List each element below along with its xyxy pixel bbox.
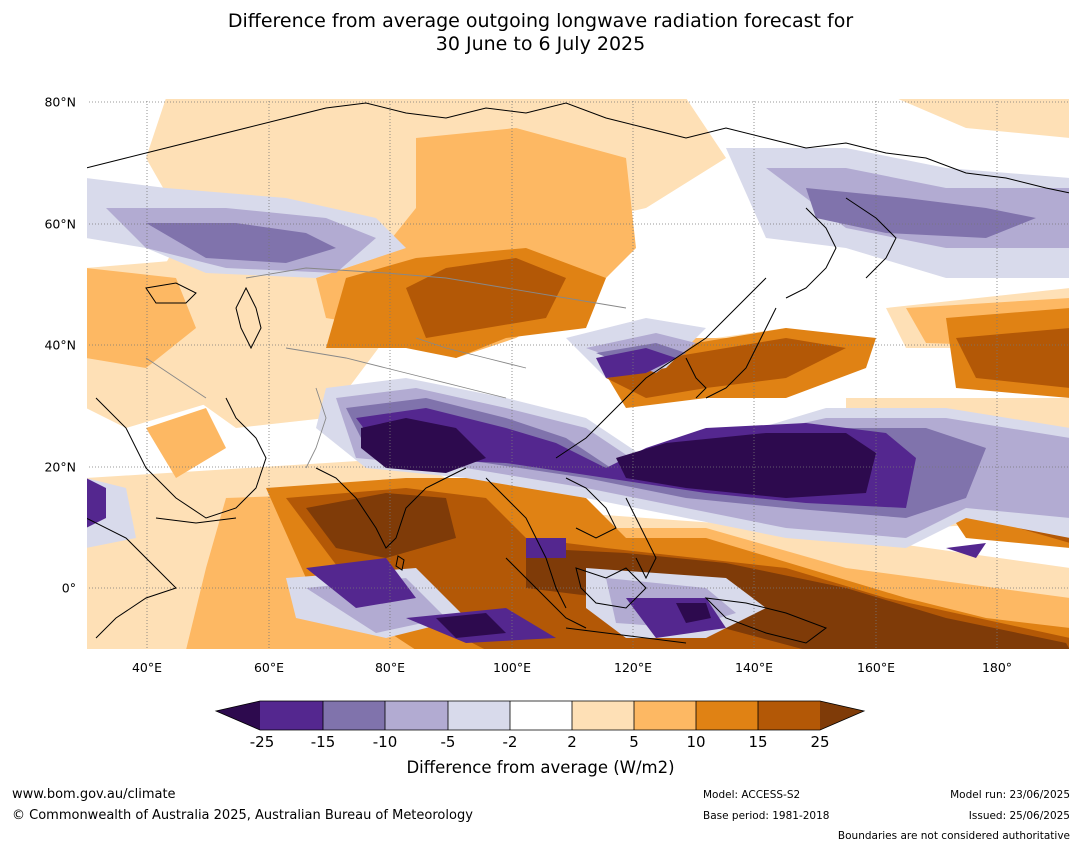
lon-label-180: 180° <box>981 660 1013 675</box>
colorbar <box>214 700 866 731</box>
colorbar-tick: -5 <box>440 733 456 751</box>
colorbar-arrow-low <box>216 701 260 730</box>
website-link[interactable]: www.bom.gov.au/climate <box>12 787 176 802</box>
title-line-1: Difference from average outgoing longwav… <box>227 10 854 32</box>
country-borders <box>145 267 627 469</box>
anomaly-field-deep-purple <box>361 418 876 638</box>
lat-label-0: 0° <box>61 580 76 596</box>
colorbar-tick: 2 <box>567 733 577 751</box>
copyright-text: © Commonwealth of Australia 2025, Austra… <box>12 808 473 823</box>
lon-label-160e: 160°E <box>856 660 896 675</box>
colorbar-tick: -2 <box>502 733 518 751</box>
lat-label-80n: 80°N <box>44 94 76 110</box>
colorbar-tick: 25 <box>810 733 830 751</box>
colorbar-swatch-2 <box>323 701 385 730</box>
colorbar-tick: 15 <box>748 733 768 751</box>
colorbar-tick: 10 <box>686 733 706 751</box>
title-line-2: 30 June to 6 July 2025 <box>435 33 646 55</box>
base-period-text: Base period: 1981-2018 <box>703 810 830 822</box>
map-title: Difference from average outgoing longwav… <box>0 10 1081 56</box>
colorbar-label: Difference from average (W/m2) <box>406 758 675 777</box>
model-text: Model: ACCESS-S2 <box>703 789 801 801</box>
colorbar-tick: -10 <box>372 733 398 751</box>
colorbar-swatch-3 <box>385 701 448 730</box>
colorbar-swatch-9 <box>758 701 820 730</box>
coastlines <box>86 102 1070 644</box>
colorbar-swatch-8 <box>696 701 758 730</box>
lat-label-60n: 60°N <box>44 216 76 232</box>
issued-text: Issued: 25/06/2025 <box>968 810 1070 822</box>
lon-label-120e: 120°E <box>613 660 653 675</box>
colorbar-swatch-7 <box>634 701 696 730</box>
lon-label-60e: 60°E <box>253 660 285 675</box>
olr-anomaly-map <box>86 98 1070 650</box>
lat-label-20n: 20°N <box>44 459 76 475</box>
lon-label-140e: 140°E <box>734 660 774 675</box>
colorbar-swatch-5 <box>510 701 572 730</box>
model-run-text: Model run: 23/06/2025 <box>950 789 1070 801</box>
lat-label-40n: 40°N <box>44 337 76 353</box>
graticule <box>86 98 1070 650</box>
disclaimer-text: Boundaries are not considered authoritat… <box>837 830 1070 842</box>
colorbar-swatch-6 <box>572 701 634 730</box>
colorbar-swatch-1 <box>260 701 323 730</box>
lon-label-80e: 80°E <box>374 660 406 675</box>
colorbar-swatch-4 <box>448 701 510 730</box>
colorbar-tick: -25 <box>249 733 275 751</box>
colorbar-arrow-high <box>820 701 864 730</box>
colorbar-tick: -15 <box>310 733 336 751</box>
lon-label-40e: 40°E <box>131 660 163 675</box>
lon-label-100e: 100°E <box>492 660 532 675</box>
colorbar-tick: 5 <box>629 733 639 751</box>
